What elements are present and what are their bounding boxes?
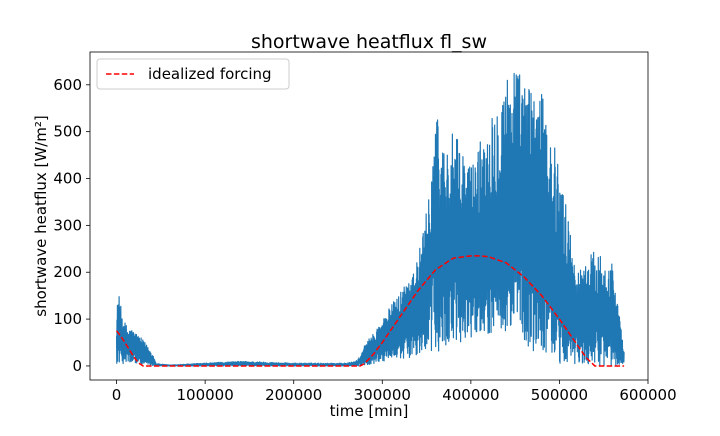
y-axis-label: shortwave heatflux [W/m²] xyxy=(32,115,50,317)
legend: idealized forcing xyxy=(96,58,290,90)
plot-area-content xyxy=(115,72,625,367)
series-line-measured xyxy=(115,72,625,367)
x-tick-label: 200000 xyxy=(265,386,322,404)
y-tick-label: 100 xyxy=(53,310,82,328)
y-tick-label: 0 xyxy=(72,357,82,375)
x-axis-label: time [min] xyxy=(330,402,409,420)
x-tick-label: 0 xyxy=(112,386,122,404)
x-tick-label: 100000 xyxy=(177,386,234,404)
chart-title: shortwave heatflux fl_sw xyxy=(251,31,487,53)
x-tick-label: 600000 xyxy=(619,386,676,404)
y-tick-label: 600 xyxy=(53,76,82,94)
x-tick-label: 500000 xyxy=(531,386,588,404)
plot-frame xyxy=(89,51,649,381)
series-line-idealized-forcing xyxy=(115,255,625,367)
y-tick-label: 400 xyxy=(53,170,82,188)
y-tick-label: 200 xyxy=(53,263,82,281)
x-tick-label: 400000 xyxy=(442,386,499,404)
y-tick-label: 500 xyxy=(53,123,82,141)
plot-layer: 0 100000 200000 300000 400000 500000 600000 0 10… xyxy=(53,51,677,404)
legend-box xyxy=(96,58,290,90)
legend-label: idealized forcing xyxy=(148,65,272,83)
y-tick-label: 300 xyxy=(53,216,82,234)
x-tick-label: 300000 xyxy=(354,386,411,404)
